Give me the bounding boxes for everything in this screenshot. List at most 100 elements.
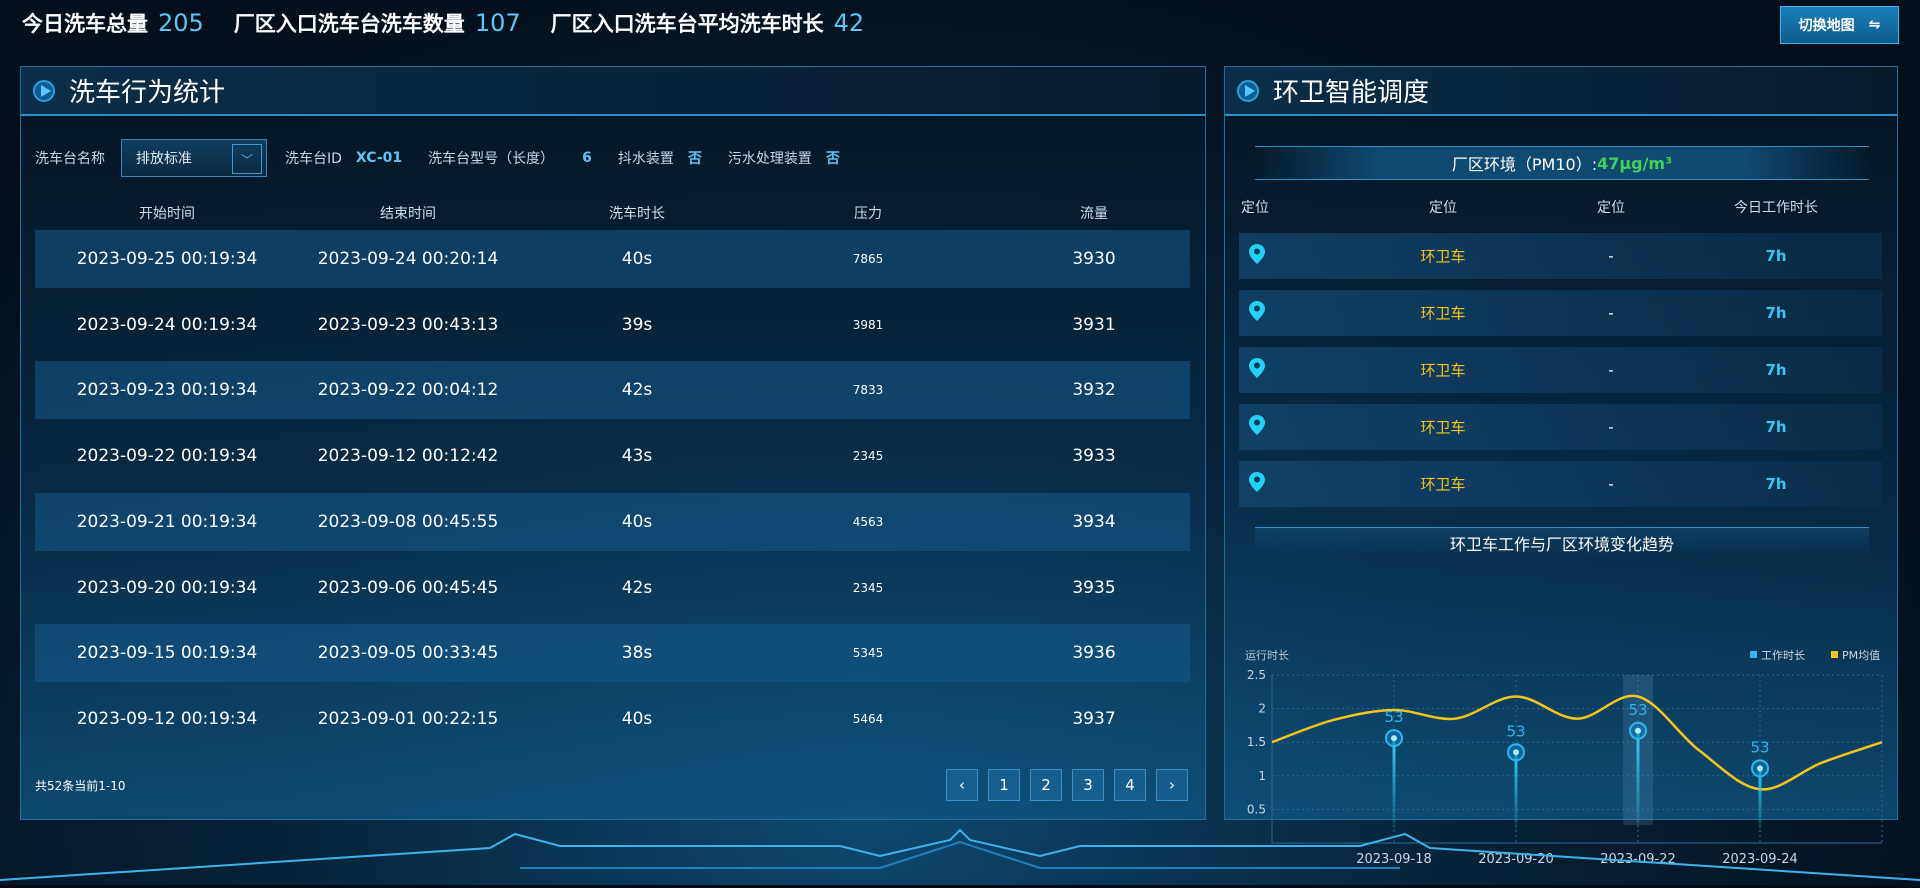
table-cell: 4563 xyxy=(852,514,884,529)
pm10-indicator: 厂区环境（PM10）: 47μg/m³ xyxy=(1255,146,1869,180)
table-cell: 3934 xyxy=(1072,511,1116,532)
table-cell: 2345 xyxy=(852,580,884,595)
vehicle-row[interactable]: 环卫车 - 7h xyxy=(1239,404,1882,450)
vehicle-row[interactable]: 环卫车 - 7h xyxy=(1239,233,1882,279)
filter-bar: 洗车台名称 排放标准 ﹀ 洗车台ID XC-01 洗车台型号（长度） 6 抖水装置否 … xyxy=(35,139,866,177)
next-page-button[interactable]: › xyxy=(1156,769,1188,801)
table-row[interactable]: 2023-09-24 00:19:34 2023-09-23 00:43:13 39… xyxy=(35,296,1190,354)
table-cell: 3981 xyxy=(852,317,884,332)
table-cell: 40s xyxy=(621,511,653,532)
y-tick-label: 2.5 xyxy=(1247,668,1266,682)
pagination: ‹ 1 2 3 4 › xyxy=(946,769,1188,801)
panel-header: 环卫智能调度 xyxy=(1225,67,1897,116)
page-button[interactable]: 2 xyxy=(1030,769,1062,801)
work-hours-pin-dot xyxy=(1391,735,1397,742)
vehicle-cell: 7h xyxy=(1765,418,1787,436)
column-header: 定位 xyxy=(1597,200,1625,216)
vehicle-cell: 环卫车 xyxy=(1420,361,1466,380)
location-pin-icon[interactable] xyxy=(1249,472,1265,496)
table-cell: 3937 xyxy=(1072,708,1116,729)
data-label: 53 xyxy=(1628,701,1647,719)
vehicle-cell: 7h xyxy=(1765,304,1787,322)
vehicle-table-header: 定位 定位 定位 今日工作时长 xyxy=(1225,197,1899,217)
table-cell: 2023-09-24 00:19:34 xyxy=(76,314,258,335)
pm-average-line xyxy=(1271,694,1883,791)
page-button[interactable]: 3 xyxy=(1072,769,1104,801)
vehicle-cell: 7h xyxy=(1765,475,1787,493)
location-pin-icon[interactable] xyxy=(1249,301,1265,325)
vehicle-cell: 环卫车 xyxy=(1420,418,1466,437)
wash-stats-panel: 洗车行为统计 洗车台名称 排放标准 ﹀ 洗车台ID XC-01 洗车台型号（长度） 6… xyxy=(20,66,1206,820)
table-cell: 43s xyxy=(621,446,653,467)
column-header: 流量 xyxy=(1080,206,1108,222)
vehicle-cell: 环卫车 xyxy=(1420,475,1466,494)
table-cell: 2023-09-21 00:19:34 xyxy=(76,511,258,532)
table-row[interactable]: 2023-09-20 00:19:34 2023-09-06 00:45:45 42… xyxy=(35,559,1190,617)
legend-label: 工作时长 xyxy=(1761,649,1805,662)
table-cell: 42s xyxy=(621,380,653,401)
legend-label: PM均值 xyxy=(1842,649,1880,662)
table-cell: 2023-09-12 00:12:42 xyxy=(317,446,499,467)
panel-title: 洗车行为统计 xyxy=(69,78,226,108)
table-cell: 2023-09-22 00:19:34 xyxy=(76,446,258,467)
play-icon xyxy=(33,79,55,102)
table-cell: 3936 xyxy=(1072,643,1116,664)
location-pin-icon[interactable] xyxy=(1249,244,1265,268)
vehicle-cell: - xyxy=(1608,304,1614,322)
table-cell: 40s xyxy=(621,708,653,729)
y-tick-label: 2 xyxy=(1258,702,1266,716)
table-row[interactable]: 2023-09-15 00:19:34 2023-09-05 00:33:45 38… xyxy=(35,624,1190,683)
vehicle-row[interactable]: 环卫车 - 7h xyxy=(1239,290,1882,336)
table-row[interactable]: 2023-09-23 00:19:34 2023-09-22 00:04:12 42… xyxy=(35,361,1190,420)
location-pin-icon[interactable] xyxy=(1249,358,1265,382)
table-cell: 40s xyxy=(621,249,653,269)
table-cell: 2023-09-06 00:45:45 xyxy=(317,577,499,598)
column-header: 结束时间 xyxy=(380,206,436,222)
stat-entrance-count: 厂区入口洗车台洗车数量 107 xyxy=(233,9,521,37)
table-row[interactable]: 2023-09-22 00:19:34 2023-09-12 00:12:42 43… xyxy=(35,427,1190,485)
wash-station-select[interactable]: 排放标准 ﹀ xyxy=(121,139,267,177)
work-hours-pin-stem xyxy=(1636,730,1640,833)
vehicle-cell: 7h xyxy=(1765,247,1787,265)
work-hours-pin-stem xyxy=(1758,768,1762,833)
table-cell: 2023-09-23 00:43:13 xyxy=(317,314,499,335)
vehicle-cell: - xyxy=(1608,418,1614,436)
vehicle-row[interactable]: 环卫车 - 7h xyxy=(1239,347,1882,393)
stat-total: 今日洗车总量 205 xyxy=(22,9,204,37)
y-tick-label: 0.5 xyxy=(1247,802,1266,816)
table-cell: 3933 xyxy=(1072,446,1116,467)
table-cell: 2023-09-22 00:04:12 xyxy=(317,380,499,401)
bottom-decoration xyxy=(0,828,1920,881)
data-label: 53 xyxy=(1506,722,1525,740)
swap-arrows-icon: ⇋ xyxy=(1868,17,1881,33)
table-row[interactable]: 2023-09-12 00:19:34 2023-09-01 00:22:15 40… xyxy=(35,690,1190,748)
table-cell: 2023-09-15 00:19:34 xyxy=(76,643,258,664)
column-header: 定位 xyxy=(1429,200,1457,216)
work-hours-pin-dot xyxy=(1757,765,1763,772)
table-cell: 3935 xyxy=(1072,577,1116,598)
table-row[interactable]: 2023-09-21 00:19:34 2023-09-08 00:45:55 40… xyxy=(35,492,1190,551)
switch-map-button[interactable]: 切换地图 ⇋ xyxy=(1780,6,1899,44)
table-cell: 42s xyxy=(621,577,653,598)
column-header: 洗车时长 xyxy=(609,206,665,222)
table-cell: 7865 xyxy=(852,252,884,266)
column-header: 开始时间 xyxy=(139,206,195,222)
table-cell: 2023-09-20 00:19:34 xyxy=(76,577,258,598)
table-cell: 2345 xyxy=(852,449,884,464)
y-tick-label: 1 xyxy=(1258,769,1266,783)
table-cell: 5345 xyxy=(852,646,884,661)
page-button[interactable]: 1 xyxy=(988,769,1020,801)
y-tick-label: 1.5 xyxy=(1247,735,1266,749)
panel-title: 环卫智能调度 xyxy=(1273,78,1430,108)
table-row[interactable]: 2023-09-25 00:19:34 2023-09-24 00:20:14 40… xyxy=(35,230,1190,288)
vehicle-row[interactable]: 环卫车 - 7h xyxy=(1239,461,1882,507)
table-header: 开始时间 结束时间 洗车时长 压力 流量 xyxy=(35,203,1190,223)
chevron-down-icon: ﹀ xyxy=(232,144,262,174)
work-hours-pin-stem xyxy=(1392,738,1396,833)
table-cell: 2023-09-23 00:19:34 xyxy=(76,380,258,401)
prev-page-button[interactable]: ‹ xyxy=(946,769,978,801)
location-pin-icon[interactable] xyxy=(1249,415,1265,439)
page-button[interactable]: 4 xyxy=(1114,769,1146,801)
vehicle-cell: - xyxy=(1608,247,1614,265)
column-header: 今日工作时长 xyxy=(1734,200,1818,216)
